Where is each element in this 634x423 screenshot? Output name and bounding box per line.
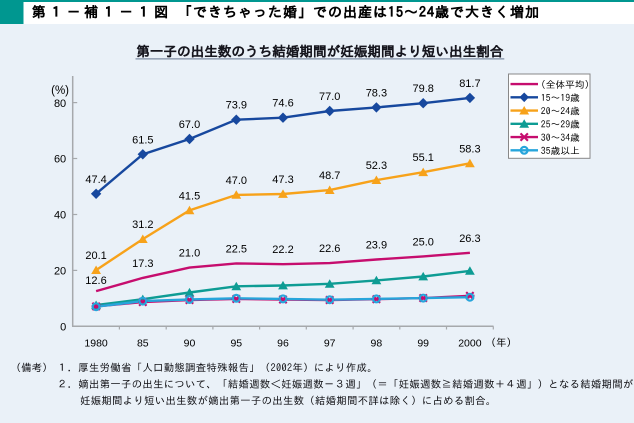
svg-text:61.5: 61.5 (132, 134, 153, 146)
svg-text:21.0: 21.0 (179, 248, 200, 260)
svg-text:78.3: 78.3 (366, 87, 387, 99)
svg-text:60: 60 (54, 154, 66, 166)
svg-text:20.1: 20.1 (85, 250, 106, 262)
svg-text:79.8: 79.8 (412, 83, 433, 95)
svg-text:96: 96 (277, 337, 289, 349)
svg-text:85: 85 (137, 337, 149, 349)
svg-text:73.9: 73.9 (226, 100, 247, 112)
svg-text:(%): (%) (51, 85, 69, 97)
svg-text:47.0: 47.0 (226, 175, 247, 187)
svg-text:74.6: 74.6 (272, 98, 293, 110)
svg-text:1980: 1980 (84, 337, 108, 349)
svg-text:22.6: 22.6 (319, 243, 340, 255)
svg-text:41.5: 41.5 (179, 190, 200, 202)
svg-text:55.1: 55.1 (412, 152, 433, 164)
svg-text:22.5: 22.5 (226, 243, 247, 255)
svg-text:80: 80 (54, 98, 66, 110)
svg-text:26.3: 26.3 (459, 233, 480, 245)
svg-text:98: 98 (371, 337, 383, 349)
svg-text:23.9: 23.9 (366, 240, 387, 252)
svg-text:47.4: 47.4 (85, 174, 106, 186)
svg-text:99: 99 (417, 337, 429, 349)
svg-text:58.3: 58.3 (459, 143, 480, 155)
svg-text:0: 0 (60, 322, 66, 334)
svg-text:22.2: 22.2 (272, 244, 293, 256)
svg-text:17.3: 17.3 (132, 258, 153, 270)
svg-text:81.7: 81.7 (459, 78, 480, 90)
svg-text:52.3: 52.3 (366, 160, 387, 172)
svg-text:12.6: 12.6 (85, 275, 106, 287)
svg-text:67.0: 67.0 (179, 119, 200, 131)
svg-text:31.2: 31.2 (132, 219, 153, 231)
svg-text:40: 40 (54, 210, 66, 222)
svg-text:90: 90 (184, 337, 196, 349)
svg-text:20: 20 (54, 266, 66, 278)
svg-text:47.3: 47.3 (272, 174, 293, 186)
svg-text:25.0: 25.0 (412, 236, 433, 248)
svg-text:95: 95 (230, 337, 242, 349)
svg-text:48.7: 48.7 (319, 170, 340, 182)
svg-text:77.0: 77.0 (319, 91, 340, 103)
svg-text:2000: 2000 (458, 337, 482, 349)
svg-text:97: 97 (324, 337, 336, 349)
